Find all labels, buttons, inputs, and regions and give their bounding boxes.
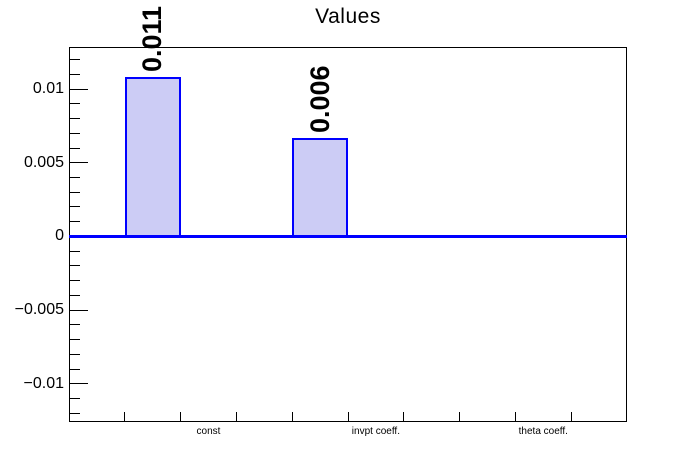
x-axis-tick [403,412,405,422]
x-axis-tick [235,412,237,422]
y-axis-tick [70,383,88,385]
y-axis-tick-label: −0.005 [14,301,64,319]
y-axis-minor-tick [70,353,80,355]
y-axis-minor-tick [70,73,80,75]
zero-line [69,234,627,238]
y-axis-minor-tick [70,280,80,282]
y-axis-minor-tick [70,206,80,208]
y-axis-minor-tick [70,191,80,193]
y-axis-minor-tick [70,177,80,178]
y-axis-minor-tick [70,368,80,370]
x-axis-tick [459,412,461,422]
bar-value-label: 0.006 [304,65,335,133]
y-axis-minor-tick [70,265,80,267]
y-axis-minor-tick [70,59,80,61]
y-axis-tick-label: −0.01 [23,374,64,392]
y-axis-minor-tick [70,132,80,134]
bar-value-label: 0.011 [137,6,168,73]
y-axis-minor-tick [70,398,80,400]
x-axis-tick [514,412,516,422]
x-axis-category-label: const [196,426,221,437]
y-axis-minor-tick [70,103,80,105]
y-axis-tick-label: 0.005 [23,153,64,171]
y-axis-minor-tick [70,250,80,252]
y-axis-minor-tick [70,412,80,414]
y-axis-tick [70,88,88,90]
y-axis-tick [70,309,88,311]
x-axis-category-label: invpt coeff. [351,426,400,437]
y-axis-minor-tick [70,339,80,341]
x-axis-tick [124,412,126,422]
y-axis-tick [70,162,88,164]
y-axis-minor-tick [70,324,80,326]
bar [124,77,181,238]
x-axis-tick [347,412,349,422]
x-axis-tick [291,412,293,422]
chart-title: Values [315,5,381,28]
y-axis-tick-label: 0.01 [32,80,64,98]
bar [292,137,348,238]
y-axis-minor-tick [70,221,80,223]
y-axis-minor-tick [70,118,80,120]
y-axis-minor-tick [70,147,80,149]
x-axis-tick [570,412,572,422]
y-axis-minor-tick [70,294,80,296]
x-axis-category-label: theta coeff. [518,426,568,437]
y-axis-tick-label: 0 [55,227,64,245]
x-axis-tick [180,412,182,422]
